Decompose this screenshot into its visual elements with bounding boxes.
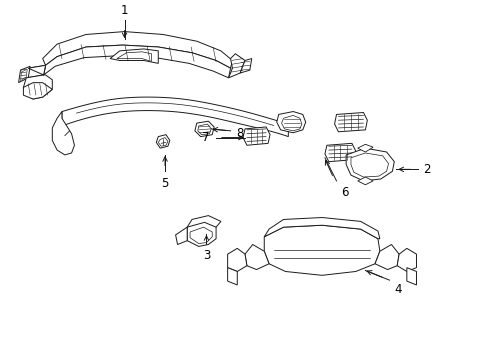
Polygon shape (43, 45, 230, 78)
Polygon shape (187, 222, 216, 247)
Text: 8: 8 (236, 127, 243, 140)
Text: 4: 4 (393, 283, 401, 296)
Polygon shape (240, 59, 251, 73)
Polygon shape (406, 267, 416, 285)
Polygon shape (62, 97, 288, 136)
Polygon shape (325, 143, 355, 162)
Polygon shape (350, 153, 388, 177)
Polygon shape (52, 112, 74, 155)
Polygon shape (357, 144, 372, 152)
Polygon shape (396, 248, 416, 271)
Text: 6: 6 (341, 186, 348, 199)
Polygon shape (110, 49, 158, 63)
Polygon shape (42, 32, 232, 68)
Polygon shape (243, 127, 269, 145)
Polygon shape (23, 83, 52, 99)
Polygon shape (334, 113, 366, 132)
Polygon shape (117, 52, 151, 62)
Polygon shape (190, 227, 212, 243)
Polygon shape (19, 66, 30, 83)
Polygon shape (195, 121, 214, 136)
Polygon shape (197, 124, 211, 135)
Polygon shape (227, 248, 246, 271)
Polygon shape (227, 267, 237, 285)
Polygon shape (175, 227, 187, 244)
Text: 7: 7 (202, 131, 209, 144)
Polygon shape (228, 54, 244, 78)
Polygon shape (156, 135, 169, 148)
Text: 3: 3 (203, 249, 210, 262)
Polygon shape (264, 225, 379, 275)
Polygon shape (158, 138, 167, 146)
Polygon shape (357, 177, 372, 185)
Text: 2: 2 (422, 163, 430, 176)
Polygon shape (20, 69, 27, 81)
Polygon shape (244, 244, 268, 270)
Polygon shape (374, 244, 398, 270)
Text: 5: 5 (161, 177, 168, 190)
Polygon shape (264, 217, 379, 239)
Polygon shape (346, 148, 393, 181)
Polygon shape (276, 112, 305, 133)
Polygon shape (281, 116, 301, 131)
Polygon shape (26, 65, 45, 78)
Text: 1: 1 (121, 4, 128, 17)
Polygon shape (23, 65, 52, 99)
